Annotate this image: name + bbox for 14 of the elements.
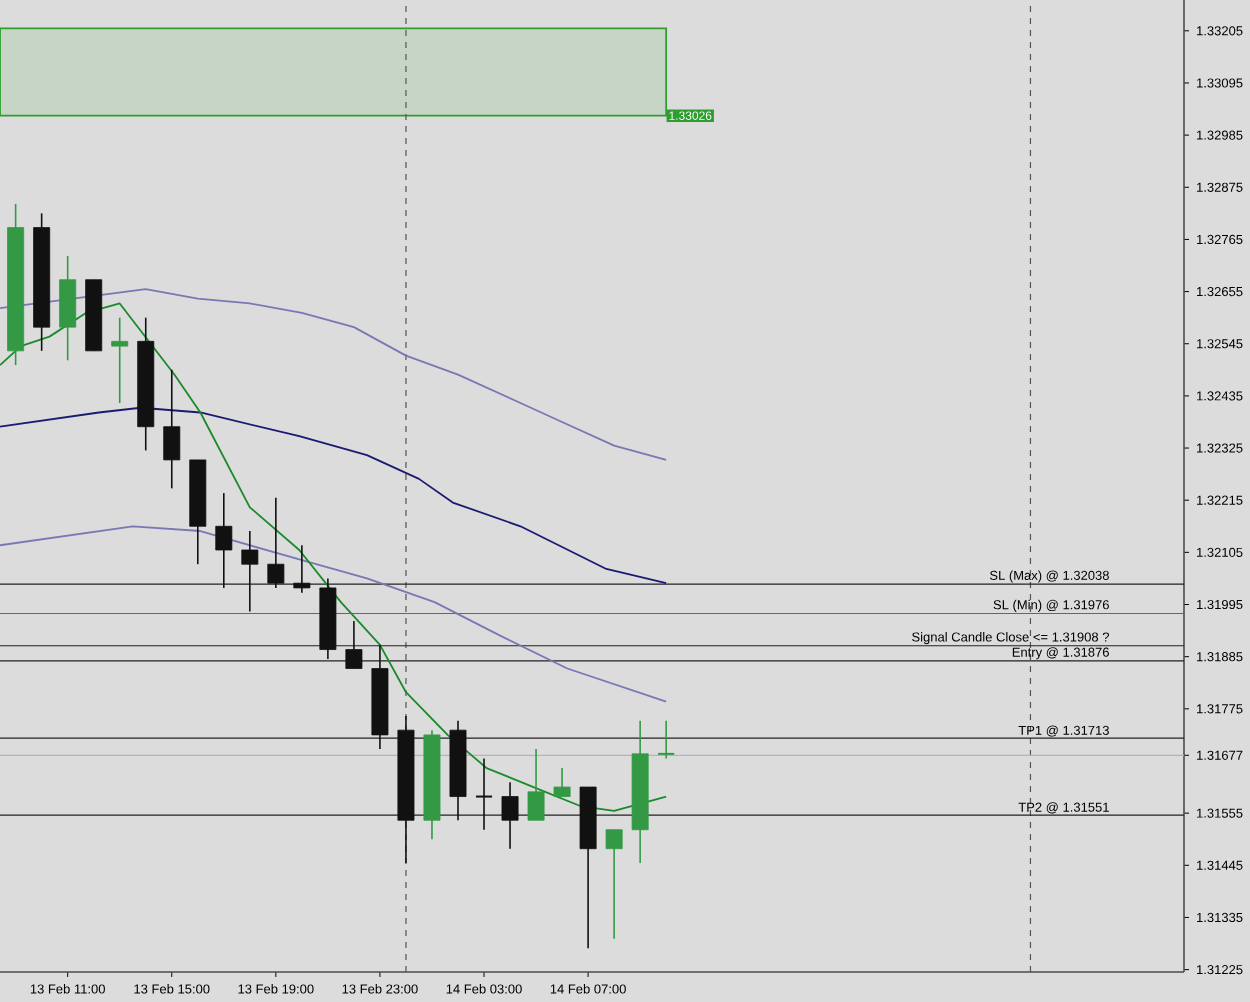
candlestick [605, 828, 623, 940]
candlestick [59, 255, 77, 362]
candlestick [215, 492, 233, 589]
candlestick [553, 767, 571, 798]
candlestick [474, 757, 494, 831]
candlestick [111, 316, 129, 404]
candlestick [345, 620, 363, 670]
candlestick [527, 748, 545, 822]
candlestick [657, 719, 676, 760]
candlestick [241, 530, 259, 613]
candlestick [293, 544, 311, 594]
candlestick [163, 369, 181, 490]
candlestick [267, 497, 285, 589]
candlestick [501, 781, 519, 850]
